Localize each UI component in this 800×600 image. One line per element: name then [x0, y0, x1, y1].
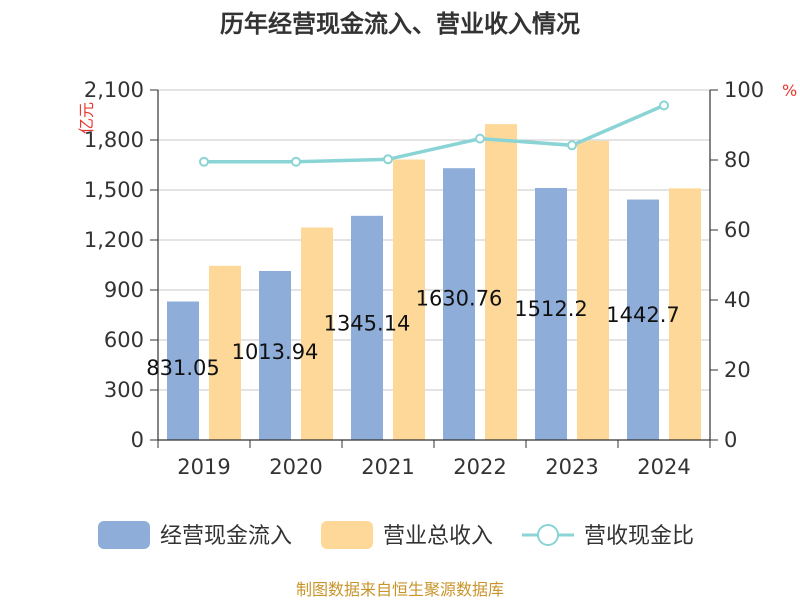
bar-revenue: [485, 124, 517, 441]
legend-swatch-revenue: [321, 521, 373, 549]
data-label-cash-inflow: 1630.76: [416, 287, 503, 311]
category-labels: 2019 2020 2021 2022 2023 2024: [177, 455, 690, 479]
right-tick-label: 20: [724, 358, 751, 382]
legend: 经营现金流入 营业总收入 营收现金比: [98, 521, 694, 549]
legend-swatch-cash-inflow: [98, 521, 150, 549]
data-label-cash-inflow: 1013.94: [232, 340, 319, 364]
category-label: 2022: [453, 455, 506, 479]
ratio-point: [659, 100, 669, 111]
left-tick-label: 1,200: [84, 228, 144, 252]
ratio-point: [567, 140, 577, 151]
ratio-point: [383, 154, 393, 165]
left-tick-label: 900: [104, 278, 144, 302]
left-axis-ticks: 0 300 600 900 1,200 1,500 1,800 2,100: [84, 78, 144, 452]
ratio-point: [291, 156, 301, 167]
bar-cash-inflow: [443, 168, 475, 440]
legend-label-ratio: 营收现金比: [584, 524, 694, 549]
left-axis-unit: 亿元: [77, 102, 96, 134]
ratio-line: [199, 100, 669, 167]
right-tick-label: 40: [724, 288, 751, 312]
right-tick-label: 80: [724, 148, 751, 172]
category-label: 2023: [545, 455, 598, 479]
bars: [167, 124, 701, 441]
left-tick-label: 0: [131, 428, 144, 452]
legend-label-cash-inflow: 经营现金流入: [160, 524, 292, 549]
right-tick-label: 0: [724, 428, 737, 452]
bar-cash-inflow: [167, 301, 199, 440]
left-tick-label: 1,800: [84, 128, 144, 152]
left-tick-label: 600: [104, 328, 144, 352]
bar-revenue: [209, 265, 241, 440]
bar-revenue: [393, 159, 425, 440]
left-tick-label: 2,100: [84, 78, 144, 102]
chart-title: 历年经营现金流入、营业收入情况: [220, 10, 580, 38]
bar-revenue: [669, 188, 701, 440]
data-label-cash-inflow: 1345.14: [324, 311, 411, 335]
ratio-point: [199, 156, 209, 167]
right-axis-ticks: 0 20 40 60 80 100: [724, 78, 764, 452]
source-note: 制图数据来自恒生聚源数据库: [296, 580, 504, 599]
bar-revenue: [577, 140, 609, 441]
legend-label-revenue: 营业总收入: [383, 524, 493, 549]
left-tick-label: 1,500: [84, 178, 144, 202]
data-label-cash-inflow: 1442.7: [606, 303, 679, 327]
category-label: 2019: [177, 455, 230, 479]
bar-revenue: [301, 227, 333, 440]
left-tick-label: 300: [104, 378, 144, 402]
right-tick-label: 60: [724, 218, 751, 242]
data-label-cash-inflow: 831.05: [146, 356, 219, 380]
right-axis-unit: %: [782, 81, 797, 100]
right-tick-label: 100: [724, 78, 764, 102]
bar-cash-inflow: [535, 187, 567, 440]
category-label: 2020: [269, 455, 322, 479]
category-label: 2024: [637, 455, 690, 479]
gridlines: [158, 89, 710, 391]
bar-cash-inflow: [627, 199, 659, 440]
data-label-cash-inflow: 1512.2: [514, 297, 587, 321]
axes: [150, 89, 718, 448]
bar-cash-inflow: [351, 215, 383, 440]
category-label: 2021: [361, 455, 414, 479]
legend-marker-ratio: [537, 524, 559, 546]
ratio-line-path: [204, 103, 665, 164]
ratio-point: [475, 133, 485, 144]
bar-cash-inflow: [259, 271, 291, 440]
